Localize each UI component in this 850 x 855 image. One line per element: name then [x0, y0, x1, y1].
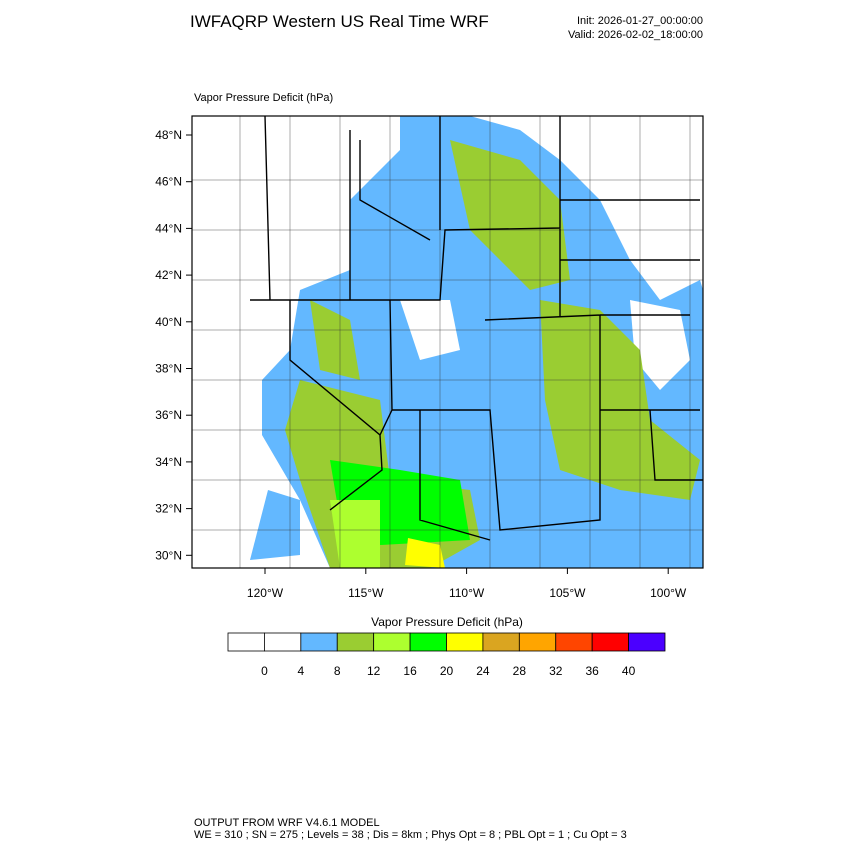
colorbar-tick-label: 0 [261, 664, 268, 678]
colorbar-box [373, 632, 411, 652]
colorbar-box [555, 632, 593, 652]
lon-label: 110°W [449, 586, 485, 600]
map-frame [191, 115, 704, 569]
lat-label: 44°N [155, 221, 182, 235]
footer-line: OUTPUT FROM WRF V4.6.1 MODEL [194, 817, 380, 829]
lat-label: 36°N [155, 408, 182, 422]
lat-label: 34°N [155, 455, 182, 469]
valid-time: Valid: 2026-02-02_18:00:00 [568, 29, 703, 41]
map-subtitle: Vapor Pressure Deficit (hPa) [194, 92, 333, 104]
title: IWFAQRP Western US Real Time WRF [190, 12, 489, 31]
colorbar-tick-label: 16 [403, 664, 417, 678]
colorbar-tick-label: 4 [297, 664, 304, 678]
lat-label: 40°N [155, 315, 182, 329]
colorbar-box [518, 632, 557, 652]
lat-label: 38°N [155, 362, 182, 376]
lon-label: 100°W [650, 586, 687, 600]
colorbar-tick-label: 28 [513, 664, 527, 678]
colorbar-tick-label: 8 [334, 664, 341, 678]
map-field [192, 116, 703, 568]
colorbar-box [336, 632, 375, 652]
lon-label: 105°W [549, 586, 586, 600]
colorbar-tick-label: 40 [622, 664, 636, 678]
lat-label: 30°N [155, 548, 182, 562]
lat-label: 48°N [155, 128, 182, 142]
colorbar-box [227, 632, 265, 652]
colorbar-title: Vapor Pressure Deficit (hPa) [371, 615, 523, 629]
colorbar-box [446, 632, 484, 652]
init-time: Init: 2026-01-27_00:00:00 [577, 15, 703, 27]
colorbar-box [264, 632, 302, 652]
lon-label: 115°W [348, 586, 384, 600]
colorbar-tick-label: 20 [440, 664, 454, 678]
colorbar-box [482, 632, 520, 652]
colorbar-box [591, 632, 629, 652]
colorbar-box [300, 632, 338, 652]
lon-label: 120°W [247, 586, 284, 600]
lat-label: 42°N [155, 268, 182, 282]
colorbar-box [628, 632, 666, 652]
lat-label: 32°N [155, 502, 182, 516]
colorbar-tick-label: 36 [585, 664, 599, 678]
footer-line: WE = 310 ; SN = 275 ; Levels = 38 ; Dis … [194, 829, 627, 841]
colorbar-tick-label: 32 [549, 664, 563, 678]
colorbar-tick-label: 12 [367, 664, 381, 678]
lat-label: 46°N [155, 175, 182, 189]
colorbar-tick-label: 24 [476, 664, 490, 678]
colorbar-box [409, 632, 447, 652]
